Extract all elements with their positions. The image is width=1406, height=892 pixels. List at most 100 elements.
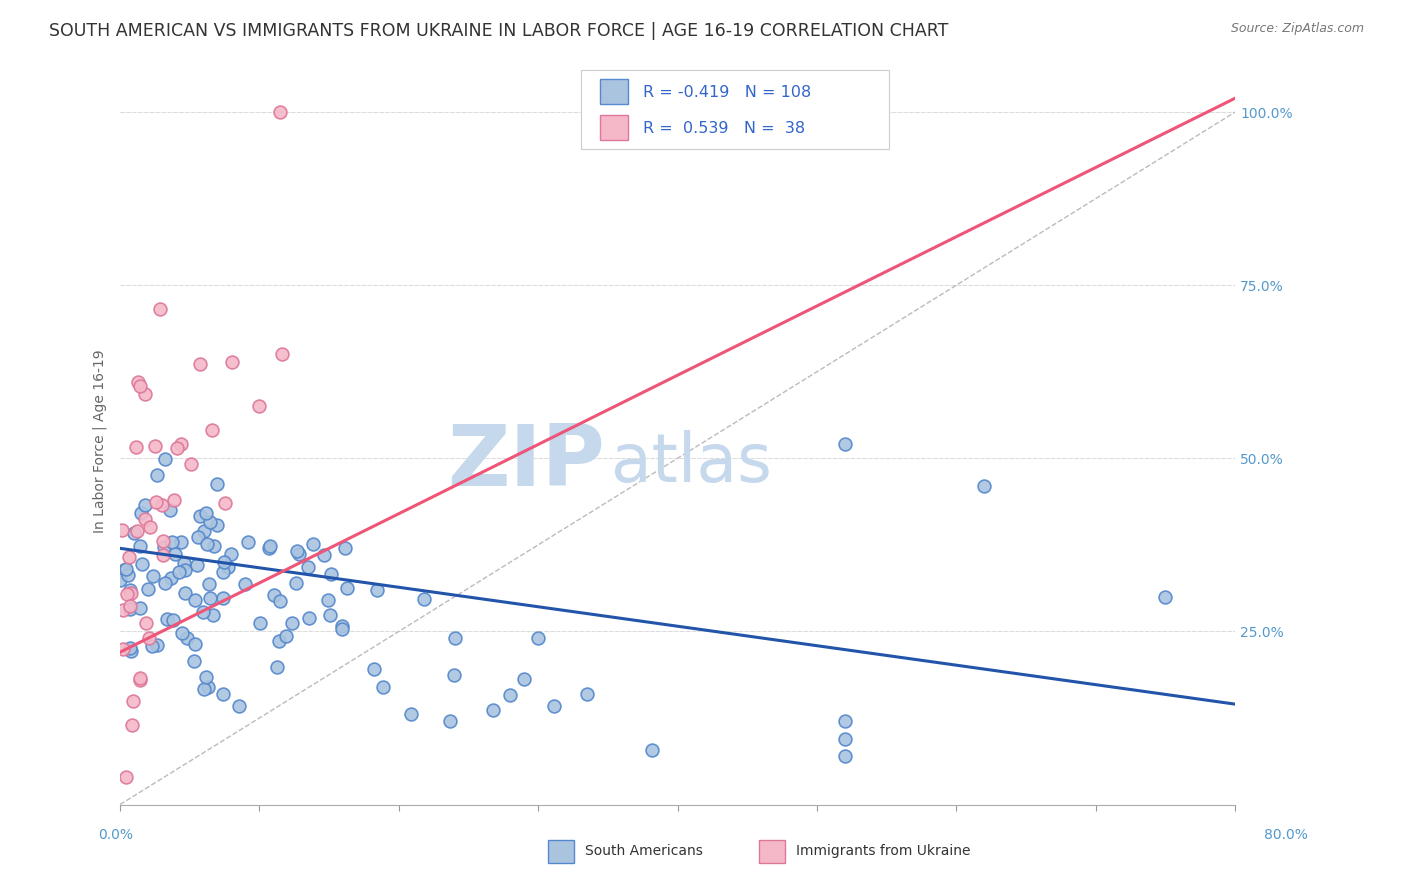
Point: [443, 667, 465, 681]
Point: [249, 615, 271, 630]
Point: [170, 436, 193, 450]
Point: [129, 379, 152, 393]
Point: [205, 518, 228, 533]
Point: [217, 560, 239, 574]
Point: [499, 688, 522, 702]
Point: [166, 442, 188, 456]
Point: [214, 496, 236, 510]
Text: 0.0%: 0.0%: [98, 828, 134, 842]
Point: [153, 575, 176, 590]
Point: [112, 563, 135, 577]
Point: [136, 582, 159, 596]
Point: [145, 495, 167, 509]
Point: [201, 607, 224, 622]
Point: [153, 452, 176, 467]
Point: [333, 541, 356, 556]
Point: [120, 640, 142, 655]
Point: [366, 583, 388, 598]
Point: [219, 547, 242, 561]
Point: [129, 673, 152, 687]
Point: [190, 508, 212, 523]
Point: [267, 634, 290, 648]
Point: [973, 479, 995, 493]
Point: [174, 586, 197, 600]
Point: [316, 592, 339, 607]
Point: [834, 749, 856, 764]
Point: [129, 506, 152, 520]
Point: [259, 541, 281, 556]
Point: [193, 524, 215, 538]
Point: [513, 672, 536, 686]
Point: [163, 547, 186, 561]
Point: [259, 540, 281, 554]
Point: [152, 533, 174, 548]
Point: [115, 587, 138, 601]
Point: [312, 548, 335, 562]
Point: [444, 631, 467, 645]
Point: [173, 563, 195, 577]
Text: Immigrants from Ukraine: Immigrants from Ukraine: [796, 844, 970, 858]
Point: [288, 547, 311, 561]
Point: [1154, 590, 1177, 604]
Point: [195, 537, 218, 551]
Point: [236, 534, 259, 549]
Text: South Americans: South Americans: [585, 844, 703, 858]
Point: [186, 530, 208, 544]
Text: SOUTH AMERICAN VS IMMIGRANTS FROM UKRAINE IN LABOR FORCE | AGE 16-19 CORRELATION: SOUTH AMERICAN VS IMMIGRANTS FROM UKRAIN…: [49, 22, 949, 40]
Point: [129, 539, 152, 553]
Point: [371, 680, 394, 694]
Point: [152, 549, 174, 563]
Point: [183, 654, 205, 668]
Point: [186, 558, 208, 572]
Point: [115, 770, 138, 784]
Point: [221, 355, 243, 369]
Point: [111, 524, 134, 538]
Point: [117, 549, 139, 564]
Text: R =  0.539   N =  38: R = 0.539 N = 38: [643, 120, 804, 136]
Point: [285, 576, 308, 591]
Point: [139, 520, 162, 534]
Point: [128, 601, 150, 615]
Point: [125, 440, 148, 454]
Point: [128, 671, 150, 685]
Point: [270, 347, 292, 361]
Point: [120, 644, 142, 658]
Point: [121, 717, 143, 731]
Point: [205, 476, 228, 491]
Point: [167, 565, 190, 579]
Point: [274, 630, 297, 644]
Point: [576, 687, 599, 701]
Point: [159, 503, 181, 517]
Point: [319, 567, 342, 582]
Text: Source: ZipAtlas.com: Source: ZipAtlas.com: [1230, 22, 1364, 36]
Point: [269, 105, 291, 120]
Point: [527, 632, 550, 646]
Point: [163, 492, 186, 507]
Point: [170, 626, 193, 640]
Point: [363, 662, 385, 676]
Point: [336, 581, 359, 595]
Point: [641, 743, 664, 757]
Point: [112, 602, 135, 616]
Point: [134, 387, 156, 401]
Point: [122, 693, 145, 707]
Point: [212, 555, 235, 569]
Y-axis label: In Labor Force | Age 16-19: In Labor Force | Age 16-19: [93, 349, 107, 533]
Point: [122, 525, 145, 540]
Point: [194, 670, 217, 684]
Text: ZIP: ZIP: [447, 421, 605, 504]
Point: [127, 524, 149, 538]
Point: [200, 515, 222, 529]
Point: [330, 619, 353, 633]
Point: [131, 558, 153, 572]
Point: [834, 714, 856, 729]
Point: [142, 568, 165, 582]
Point: [263, 588, 285, 602]
Point: [212, 591, 235, 605]
Point: [149, 301, 172, 316]
Point: [201, 423, 224, 437]
Point: [198, 591, 221, 605]
Text: R = -0.419   N = 108: R = -0.419 N = 108: [643, 85, 811, 100]
Point: [195, 507, 218, 521]
Point: [233, 577, 256, 591]
